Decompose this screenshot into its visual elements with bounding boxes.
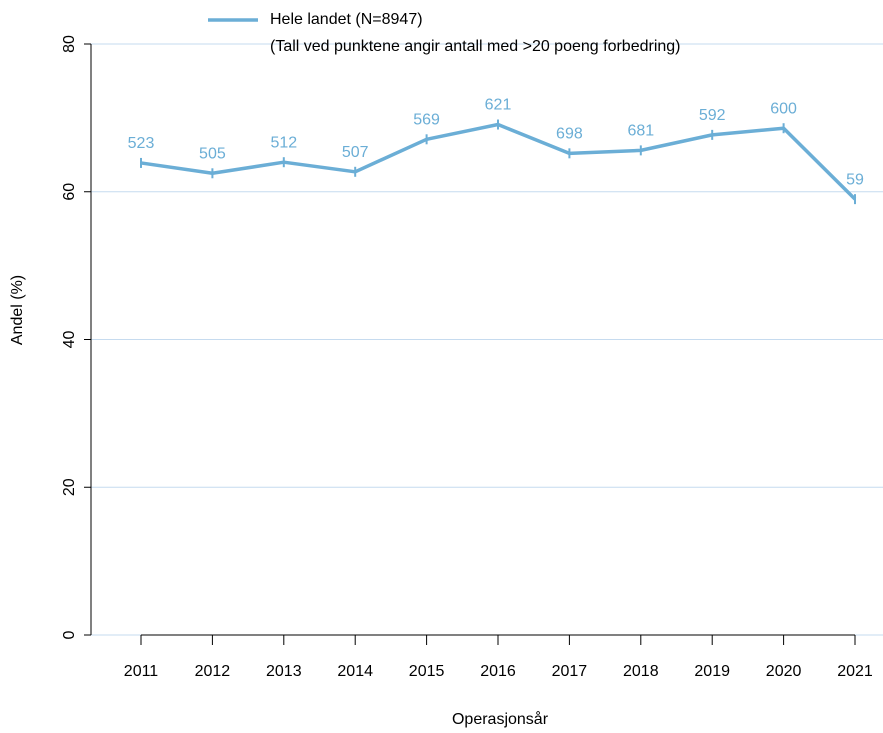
data-label: 512 [270,134,297,151]
x-tick-label: 2018 [623,663,659,680]
line [140,122,857,201]
data-label: 569 [413,112,440,129]
data-label: 523 [128,135,155,152]
data-label: 59 [846,171,864,188]
x-tick-label: 2017 [552,663,588,680]
legend-note: (Tall ved punktene angir antall med >20 … [270,38,681,55]
x-tick-label: 2019 [694,663,730,680]
data-label: 507 [342,144,369,161]
y-axis-label: Andel (%) [9,275,26,345]
y-tick-label: 60 [61,183,78,201]
x-tick-label: 2015 [409,663,445,680]
x-tick-label: 2012 [195,663,231,680]
x-tick-label: 2020 [766,663,802,680]
data-label: 505 [199,146,226,163]
data-label: 592 [699,107,726,124]
x-tick-label: 2021 [837,663,873,680]
y-tick-label: 80 [61,35,78,53]
data-label: 621 [485,97,512,114]
data-label: 681 [627,123,654,140]
data-label: 600 [770,100,797,117]
y-tick-label: 40 [61,331,78,349]
x-axis-label: Operasjonsår [452,710,549,728]
x-tick-label: 2016 [480,663,516,680]
x-tick-label: 2014 [337,663,373,680]
data-label: 698 [556,126,583,143]
legend-label: Hele landet (N=8947) [270,11,423,28]
x-tick-label: 2011 [124,663,159,680]
x-tick-label: 2013 [266,663,302,680]
y-tick-label: 0 [61,630,78,639]
y-tick-label: 20 [61,478,78,496]
